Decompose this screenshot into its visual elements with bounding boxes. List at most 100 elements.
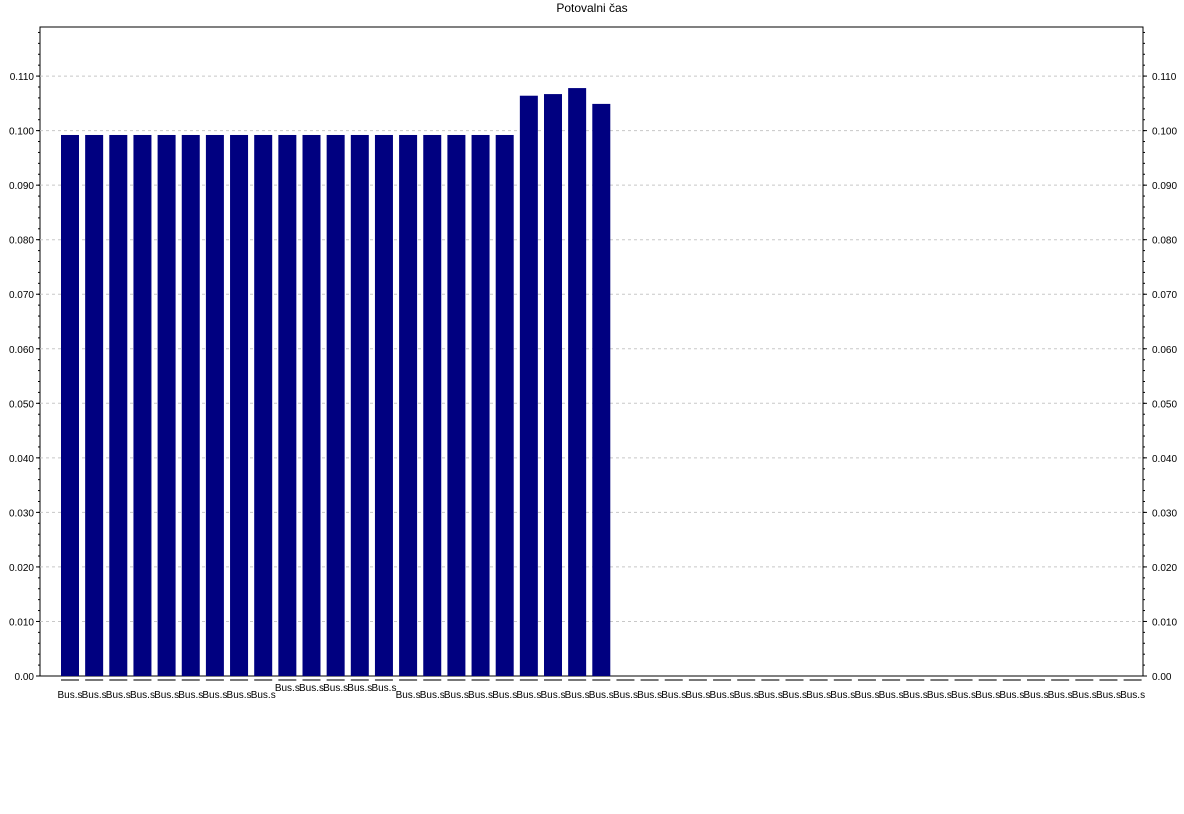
x-category-label: Bus.s [492,690,517,701]
x-category-label: Bus.s [613,690,638,701]
x-category-label: Bus.s [1048,690,1073,701]
y-tick-label-left: 0.050 [9,399,34,410]
x-category-label: Bus.s [82,690,107,701]
bar [230,134,249,677]
x-category-label: Bus.s [589,690,614,701]
y-tick-label-left: 0.070 [9,290,34,301]
x-category-label: Bus.s [710,690,735,701]
y-tick-label-right: 0.060 [1152,345,1177,356]
bar [61,134,79,677]
y-tick-label-right: 0.00 [1152,672,1172,683]
x-category-label: Bus.s [178,690,203,701]
x-category-label: Bus.s [444,690,469,701]
x-category-label: Bus.s [299,683,324,694]
plot-area-frame [39,26,1144,677]
x-category-label: Bus.s [202,690,227,701]
bar-series [61,88,611,677]
bar [205,134,224,677]
x-category-label: Bus.s [782,690,807,701]
x-category-label: Bus.s [323,683,348,694]
bar [157,134,176,677]
bar [109,134,128,677]
y-tick-label-left: 0.090 [9,181,34,192]
y-tick-label-right: 0.110 [1152,72,1177,83]
x-category-label: Bus.s [734,690,759,701]
x-category-label: Bus.s [227,690,252,701]
bar [519,95,538,676]
y-tick-label-left: 0.110 [10,72,35,83]
x-category-label: Bus.s [806,690,831,701]
y-tick-label-left: 0.060 [9,345,34,356]
x-category-label: Bus.s [154,690,179,701]
y-tick-label-left: 0.00 [15,672,35,683]
bar [133,134,152,677]
x-category-label: Bus.s [371,683,396,694]
x-category-label: Bus.s [1072,690,1097,701]
bar [254,134,273,677]
bar [568,88,587,677]
x-category-label: Bus.s [516,690,541,701]
x-category-label: Bus.s [251,690,276,701]
x-category-label: Bus.s [565,690,590,701]
bar [592,103,611,677]
x-category-label: Bus.s [951,690,976,701]
y-tick-label-right: 0.100 [1152,127,1177,138]
y-tick-label-left: 0.080 [9,236,34,247]
y-axis-left: 0.00 0.010 0.020 0.030 0.040 0.050 0.060 0.070 0… [9,31,40,683]
gridlines [40,75,1143,622]
bar [302,134,321,677]
y-tick-label-right: 0.080 [1152,236,1177,247]
bar [278,134,297,677]
bar [374,134,393,677]
y-tick-label-left: 0.100 [9,127,34,138]
y-tick-label-right: 0.010 [1152,617,1177,628]
x-category-label: Bus.s [130,690,155,701]
x-category-label: Bus.s [661,690,686,701]
x-category-label: Bus.s [1023,690,1048,701]
x-category-label: Bus.s [57,690,82,701]
y-tick-label-right: 0.090 [1152,181,1177,192]
bar [471,134,490,677]
x-category-label: Bus.s [999,690,1024,701]
y-tick-label-right: 0.040 [1152,454,1177,465]
x-category-label: Bus.s [420,690,445,701]
bar [423,134,442,677]
y-tick-label-left: 0.020 [9,563,34,574]
x-category-label: Bus.s [975,690,1000,701]
x-category-label: Bus.s [637,690,662,701]
x-category-label: Bus.s [903,690,928,701]
x-category-label: Bus.s [1096,690,1121,701]
chart-title: Potovalni čas [556,1,627,15]
x-category-label: Bus.s [468,690,493,701]
x-category-label: Bus.s [854,690,879,701]
bar [181,134,200,677]
x-category-label: Bus.s [396,690,421,701]
x-category-label: Bus.s [347,683,372,694]
bar [447,134,466,677]
y-tick-label-right: 0.020 [1152,563,1177,574]
x-category-label: Bus.s [106,690,131,701]
bar [399,134,418,677]
x-category-label: Bus.s [1120,690,1145,701]
y-tick-label-left: 0.010 [9,617,34,628]
x-category-label: Bus.s [275,683,300,694]
bar [350,134,369,677]
bar [85,134,104,677]
y-tick-label-left: 0.040 [9,454,34,465]
x-category-label: Bus.s [830,690,855,701]
bar [544,94,562,676]
y-tick-label-right: 0.070 [1152,290,1177,301]
y-tick-label-right: 0.050 [1152,399,1177,410]
x-category-label: Bus.s [540,690,565,701]
y-tick-label-left: 0.030 [9,508,34,519]
bar [326,134,345,677]
x-category-label: Bus.s [927,690,952,701]
x-category-label: Bus.s [685,690,710,701]
y-tick-label-right: 0.030 [1152,508,1177,519]
y-axis-right: 0.00 0.010 0.020 0.030 0.040 0.050 0.060 0.070 0… [1143,31,1177,683]
x-category-label: Bus.s [879,690,904,701]
bar [495,134,514,677]
x-axis-categories: Bus.s Bus.s Bus.s Bus.s Bus.s Bus.s Bus.s Bus.s… [57,679,1145,701]
